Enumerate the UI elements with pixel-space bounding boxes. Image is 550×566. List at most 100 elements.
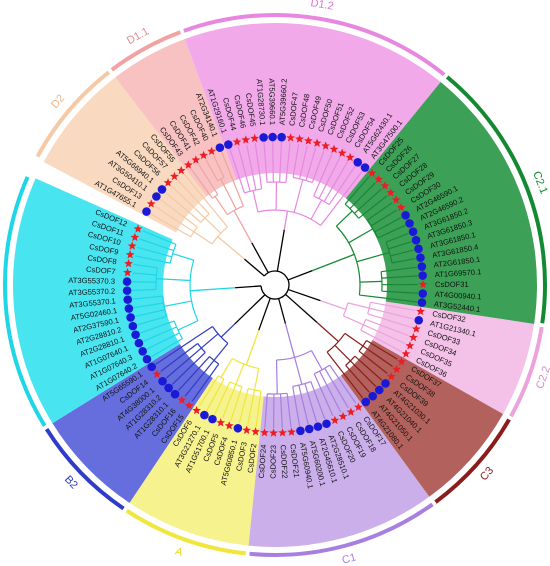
circle-marker [200,410,209,420]
star-marker [295,134,304,143]
leaf-branch [238,388,249,424]
circle-marker [224,140,233,149]
star-marker [391,195,401,204]
leaf-branch [360,329,402,353]
leaf-label: AT5G39660.2 [278,78,289,125]
leaf-branch [177,179,210,215]
leaf-branch [328,166,356,205]
leaf-branch [146,332,180,350]
subclade-arc [244,188,262,194]
star-marker [337,148,347,157]
clade-sector-C1 [248,375,430,547]
star-marker [367,168,377,177]
leaf-branch [358,350,388,374]
leaf-branch [191,363,220,402]
circle-marker [128,321,138,331]
subclade-stem [310,350,323,371]
star-marker [127,241,137,250]
subclade-stem [193,325,213,340]
leaf-branch [329,364,357,404]
leaf-branch [313,153,333,197]
leaf-branch [344,176,370,205]
leaf-label: CsDOF23 [269,445,278,479]
clade-label-C3: C3 [478,465,496,483]
backbone-branch [235,285,262,289]
leaf-branch [385,232,409,243]
leaf-branch [319,370,342,413]
leaf-branch [381,266,417,273]
clade-arc [335,225,361,296]
leaf-branch [305,147,317,181]
subclade-stem [177,320,199,331]
star-marker [191,155,201,164]
star-marker [123,268,132,277]
star-marker [396,202,406,212]
circle-marker [134,338,144,348]
clade-stem [316,321,339,343]
circle-marker [417,262,427,271]
circle-marker [124,304,134,313]
circle-marker [157,185,167,194]
leaf-label: CsDOF21 [288,443,301,478]
star-marker [199,150,208,160]
subclade-arc [292,176,313,184]
star-marker [170,171,179,181]
star-marker [207,146,217,155]
leaf-branch [340,369,364,399]
circle-marker [361,397,371,407]
leaf-branch [318,157,341,199]
star-marker [192,405,201,415]
backbone-branch [276,229,285,272]
clade-stem [217,236,245,260]
leaf-branch [171,352,206,385]
leaf-branch [323,161,349,202]
subclade-arc [229,381,243,388]
clade-sector-A [129,378,264,546]
subclade-stem [252,190,259,213]
clade-arc [257,209,321,226]
leaf-label: CsDOF22 [279,445,290,479]
leaf-branch [133,263,158,269]
leaf-branch [264,393,268,428]
subclade-stem [213,209,228,228]
circle-marker [268,132,277,142]
subclade-stem [214,196,228,215]
clade-bar-C2.1 [445,75,547,324]
clade-bar-C2.2 [509,326,544,418]
clade-sector-D1.1 [115,38,237,197]
subclade-stem [163,300,192,307]
leaf-branch [206,378,225,411]
tree-branches [132,142,419,428]
subclade-stem [334,344,351,362]
leaf-markers [122,132,428,437]
leaf-branch [370,209,398,227]
circle-marker [122,286,132,295]
leaf-branch [298,385,309,425]
star-marker [286,133,295,142]
clade-stem [190,287,236,292]
leaf-branch [150,213,192,238]
star-marker [124,259,133,268]
leaf-branch [349,182,376,210]
leaf-branch [139,238,174,252]
circle-marker [147,362,157,372]
leaf-branch [324,367,349,409]
circle-marker [170,389,180,399]
clade-bar-D2 [35,70,111,158]
leaf-branch [142,230,177,246]
leaf-branch [222,384,237,419]
star-marker [152,369,162,378]
circle-marker [296,426,305,436]
leaf-label: CsDOF2 [246,443,259,473]
subclade-stem [343,315,364,326]
leaf-label: CsDOF24 [257,444,268,478]
leaf-branch [165,192,202,223]
clade-bar-C3 [434,418,511,504]
leaf-label: AT3G55370.3 [68,276,115,286]
subclade-stem [213,342,229,361]
clade-bars [3,13,547,557]
star-marker [321,141,331,150]
subclade-arc [248,387,262,392]
star-marker [380,181,390,190]
